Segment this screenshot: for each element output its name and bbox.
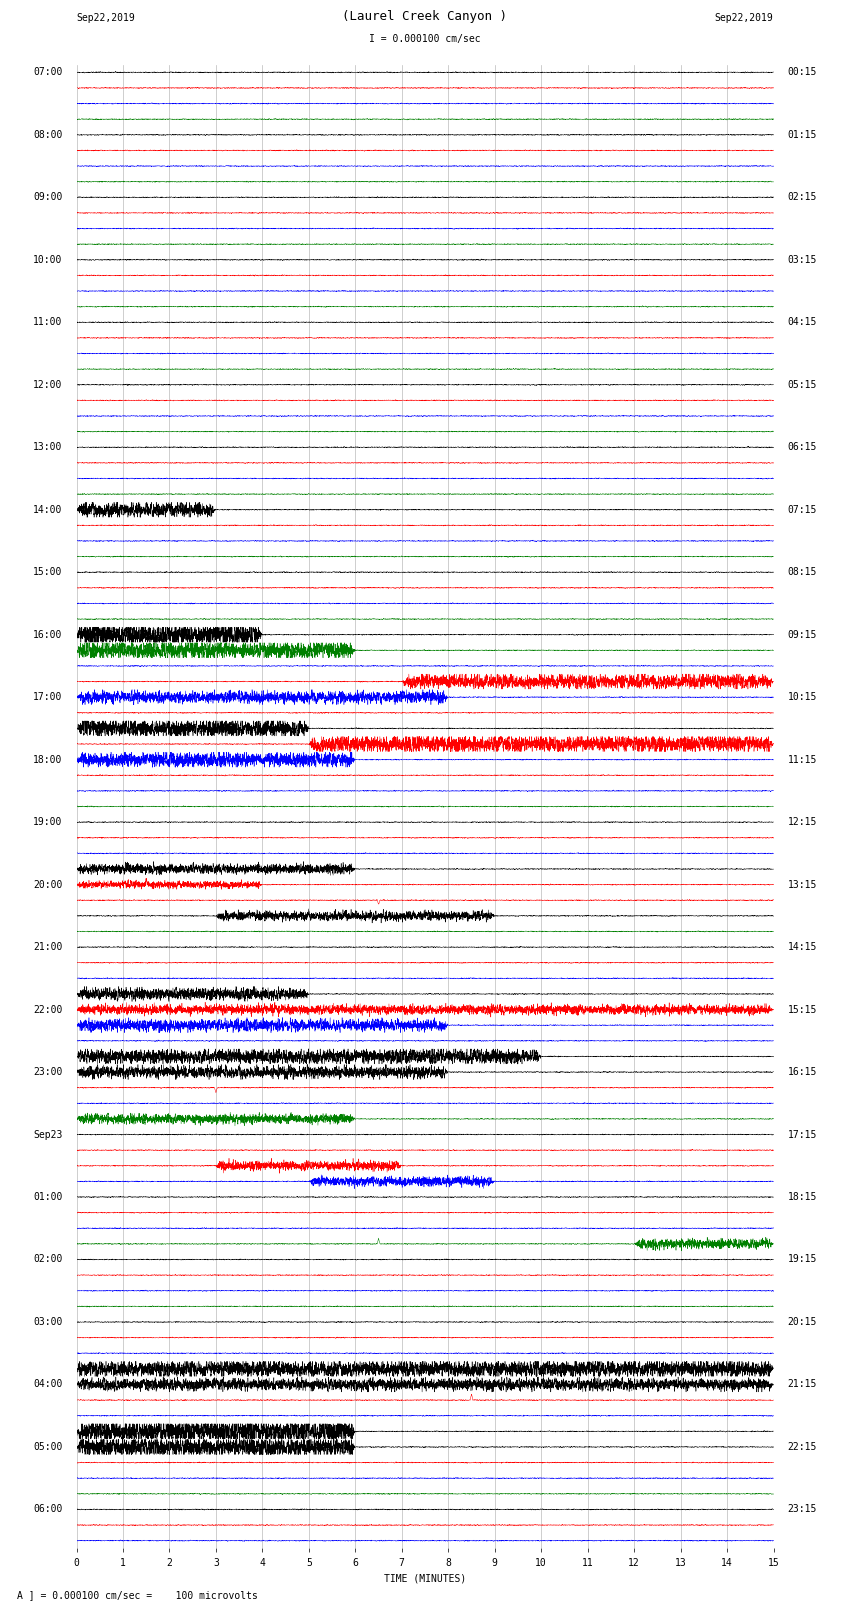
Text: 06:00: 06:00 bbox=[33, 1505, 63, 1515]
Text: 08:00: 08:00 bbox=[33, 129, 63, 140]
Text: 22:15: 22:15 bbox=[787, 1442, 817, 1452]
Text: UTC: UTC bbox=[76, 0, 94, 2]
Text: 00:15: 00:15 bbox=[787, 68, 817, 77]
Text: 03:15: 03:15 bbox=[787, 255, 817, 265]
Text: 08:15: 08:15 bbox=[787, 568, 817, 577]
Text: 20:15: 20:15 bbox=[787, 1316, 817, 1327]
Text: 16:15: 16:15 bbox=[787, 1068, 817, 1077]
Text: 02:00: 02:00 bbox=[33, 1255, 63, 1265]
Text: (Laurel Creek Canyon ): (Laurel Creek Canyon ) bbox=[343, 10, 507, 23]
Text: 18:15: 18:15 bbox=[787, 1192, 817, 1202]
Text: PDT: PDT bbox=[756, 0, 774, 2]
Text: 17:00: 17:00 bbox=[33, 692, 63, 702]
Text: Sep23: Sep23 bbox=[33, 1129, 63, 1139]
Text: 07:15: 07:15 bbox=[787, 505, 817, 515]
Text: 19:15: 19:15 bbox=[787, 1255, 817, 1265]
Text: 01:00: 01:00 bbox=[33, 1192, 63, 1202]
Text: 13:15: 13:15 bbox=[787, 879, 817, 890]
Text: MLC EHZ NC: MLC EHZ NC bbox=[388, 0, 462, 2]
Text: 22:00: 22:00 bbox=[33, 1005, 63, 1015]
Text: 05:00: 05:00 bbox=[33, 1442, 63, 1452]
Text: 19:00: 19:00 bbox=[33, 818, 63, 827]
Text: 16:00: 16:00 bbox=[33, 629, 63, 640]
Text: 07:00: 07:00 bbox=[33, 68, 63, 77]
Text: 10:00: 10:00 bbox=[33, 255, 63, 265]
Text: 20:00: 20:00 bbox=[33, 879, 63, 890]
Text: 21:15: 21:15 bbox=[787, 1379, 817, 1389]
Text: 03:00: 03:00 bbox=[33, 1316, 63, 1327]
Text: 21:00: 21:00 bbox=[33, 942, 63, 952]
Text: 18:00: 18:00 bbox=[33, 755, 63, 765]
Text: A ] = 0.000100 cm/sec =    100 microvolts: A ] = 0.000100 cm/sec = 100 microvolts bbox=[17, 1590, 258, 1600]
Text: I = 0.000100 cm/sec: I = 0.000100 cm/sec bbox=[369, 34, 481, 44]
Text: 23:00: 23:00 bbox=[33, 1068, 63, 1077]
Text: 14:00: 14:00 bbox=[33, 505, 63, 515]
Text: 12:15: 12:15 bbox=[787, 818, 817, 827]
Text: 12:00: 12:00 bbox=[33, 379, 63, 390]
Text: 11:15: 11:15 bbox=[787, 755, 817, 765]
Text: 06:15: 06:15 bbox=[787, 442, 817, 452]
Text: Sep22,2019: Sep22,2019 bbox=[76, 13, 135, 23]
Text: 14:15: 14:15 bbox=[787, 942, 817, 952]
Text: 15:00: 15:00 bbox=[33, 568, 63, 577]
Text: 17:15: 17:15 bbox=[787, 1129, 817, 1139]
Text: 23:15: 23:15 bbox=[787, 1505, 817, 1515]
Text: 02:15: 02:15 bbox=[787, 192, 817, 202]
Text: 09:00: 09:00 bbox=[33, 192, 63, 202]
Text: Sep22,2019: Sep22,2019 bbox=[715, 13, 774, 23]
Text: 10:15: 10:15 bbox=[787, 692, 817, 702]
Text: 01:15: 01:15 bbox=[787, 129, 817, 140]
Text: 09:15: 09:15 bbox=[787, 629, 817, 640]
Text: 04:00: 04:00 bbox=[33, 1379, 63, 1389]
Text: 13:00: 13:00 bbox=[33, 442, 63, 452]
Text: 11:00: 11:00 bbox=[33, 318, 63, 327]
Text: 05:15: 05:15 bbox=[787, 379, 817, 390]
Text: 04:15: 04:15 bbox=[787, 318, 817, 327]
Text: 15:15: 15:15 bbox=[787, 1005, 817, 1015]
X-axis label: TIME (MINUTES): TIME (MINUTES) bbox=[384, 1573, 466, 1582]
